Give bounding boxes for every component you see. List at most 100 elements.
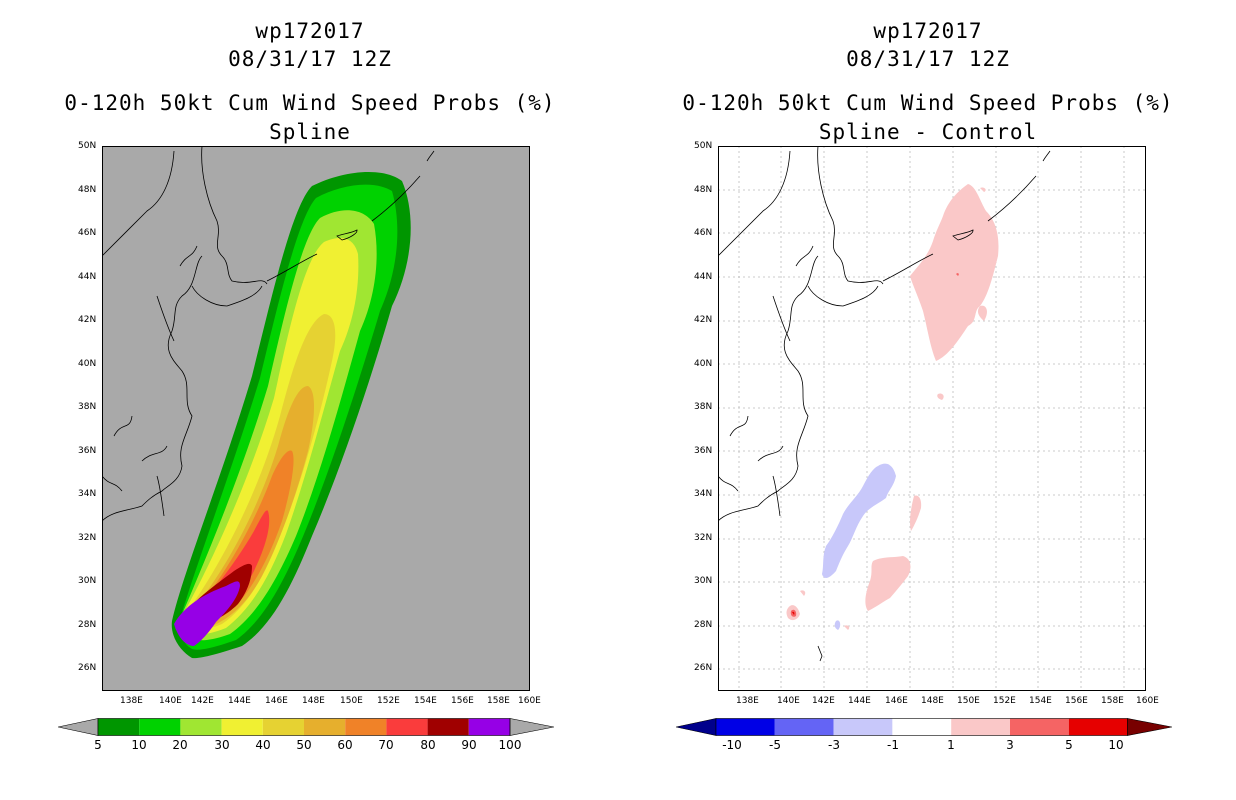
colorbar-swatch bbox=[468, 718, 510, 736]
prob-band-90 bbox=[174, 581, 240, 646]
left-subtitle: Spline bbox=[269, 120, 351, 144]
negative-diff-main bbox=[822, 463, 896, 578]
colorbar-swatch bbox=[139, 718, 181, 736]
left-lon-label: 140E bbox=[159, 696, 182, 706]
negative-diff-dot bbox=[834, 620, 841, 630]
colorbar-swatch bbox=[345, 718, 387, 736]
colorbar-label: 100 bbox=[498, 738, 522, 752]
positive-diff-south bbox=[865, 556, 911, 611]
colorbar-label: 5 bbox=[1065, 738, 1073, 752]
colorbar-high-arrow bbox=[509, 718, 554, 736]
left-lat-label: 32N bbox=[78, 533, 97, 543]
left-lat-label: 48N bbox=[78, 185, 97, 195]
left-lat-label: 40N bbox=[78, 359, 97, 369]
left-lon-label: 144E bbox=[228, 696, 251, 706]
colorbar-swatch bbox=[951, 718, 1010, 736]
right-lon-label: 152E bbox=[993, 696, 1016, 706]
colorbar-label: 80 bbox=[420, 738, 436, 752]
colorbar-label: 60 bbox=[337, 738, 353, 752]
right-difference-map bbox=[718, 146, 1146, 691]
right-lat-label: 34N bbox=[694, 489, 713, 499]
colorbar-label: 3 bbox=[1006, 738, 1014, 752]
positive-diff-dot bbox=[844, 625, 850, 630]
right-storm-id: wp172017 bbox=[873, 19, 983, 43]
left-lat-label: 44N bbox=[78, 272, 97, 282]
right-lon-label: 140E bbox=[777, 696, 800, 706]
colorbar-swatch bbox=[892, 718, 952, 736]
left-lon-label: 148E bbox=[302, 696, 325, 706]
coastlines bbox=[102, 146, 435, 522]
prob-band-50 bbox=[178, 386, 314, 630]
right-lat-label: 46N bbox=[694, 228, 713, 238]
left-lon-label: 138E bbox=[120, 696, 143, 706]
left-lat-label: 36N bbox=[78, 446, 97, 456]
positive-diff-patch bbox=[977, 305, 987, 321]
left-lon-label: 150E bbox=[340, 696, 363, 706]
colorbar-swatch bbox=[386, 718, 428, 736]
colorbar-swatch bbox=[1010, 718, 1069, 736]
right-product-title: 0-120h 50kt Cum Wind Speed Probs (%) bbox=[682, 91, 1174, 115]
left-lon-label: 146E bbox=[265, 696, 288, 706]
left-lon-label: 154E bbox=[414, 696, 437, 706]
right-lon-label: 150E bbox=[957, 696, 980, 706]
left-lat-label: 42N bbox=[78, 315, 97, 325]
coastlines bbox=[718, 146, 1051, 662]
colorbar-swatch bbox=[427, 718, 469, 736]
left-lon-label: 158E bbox=[487, 696, 510, 706]
positive-diff-dot bbox=[956, 273, 959, 276]
colorbar-swatch bbox=[221, 718, 263, 736]
right-lat-label: 32N bbox=[694, 533, 713, 543]
right-lon-label: 146E bbox=[885, 696, 908, 706]
left-storm-id: wp172017 bbox=[255, 19, 365, 43]
colorbar-swatch bbox=[304, 718, 346, 736]
colorbar-swatch bbox=[180, 718, 222, 736]
right-lon-label: 142E bbox=[812, 696, 835, 706]
left-datetime: 08/31/17 12Z bbox=[228, 47, 392, 71]
right-lat-label: 36N bbox=[694, 446, 713, 456]
positive-diff-dot bbox=[800, 590, 806, 596]
colorbar-label: 5 bbox=[94, 738, 102, 752]
colorbar-swatch bbox=[774, 718, 834, 736]
colorbar-label: 70 bbox=[378, 738, 394, 752]
colorbar-label: 10 bbox=[131, 738, 147, 752]
right-lat-label: 30N bbox=[694, 576, 713, 586]
right-lat-label: 38N bbox=[694, 402, 713, 412]
colorbar-label: 40 bbox=[255, 738, 271, 752]
positive-diff-peak bbox=[792, 611, 795, 615]
colorbar-label: 1 bbox=[947, 738, 955, 752]
right-subtitle: Spline - Control bbox=[818, 120, 1038, 144]
left-lon-label: 160E bbox=[518, 696, 541, 706]
right-lon-label: 156E bbox=[1065, 696, 1088, 706]
colorbar-low-arrow bbox=[58, 718, 99, 736]
right-lon-label: 160E bbox=[1136, 696, 1159, 706]
right-colorbar bbox=[676, 718, 1172, 736]
left-lat-label: 28N bbox=[78, 620, 97, 630]
left-lat-label: 30N bbox=[78, 576, 97, 586]
right-datetime: 08/31/17 12Z bbox=[846, 47, 1010, 71]
colorbar-swatch bbox=[1068, 718, 1128, 736]
left-lon-label: 152E bbox=[377, 696, 400, 706]
left-lon-label: 156E bbox=[451, 696, 474, 706]
right-lon-label: 154E bbox=[1029, 696, 1052, 706]
left-lat-label: 38N bbox=[78, 402, 97, 412]
colorbar-label: -3 bbox=[828, 738, 840, 752]
left-colorbar bbox=[58, 718, 554, 736]
left-product-title: 0-120h 50kt Cum Wind Speed Probs (%) bbox=[64, 91, 556, 115]
right-lon-label: 158E bbox=[1101, 696, 1124, 706]
colorbar-label: -5 bbox=[769, 738, 781, 752]
positive-diff-dot bbox=[937, 393, 944, 400]
right-map-background bbox=[718, 146, 1146, 691]
colorbar-low-arrow bbox=[676, 718, 717, 736]
left-probability-map bbox=[102, 146, 530, 691]
right-lat-label: 40N bbox=[694, 359, 713, 369]
prob-band-60 bbox=[180, 450, 294, 628]
right-lat-label: 44N bbox=[694, 272, 713, 282]
colorbar-swatch bbox=[833, 718, 893, 736]
positive-diff-dot bbox=[980, 187, 986, 192]
right-lon-label: 148E bbox=[921, 696, 944, 706]
probability-swath bbox=[171, 171, 411, 659]
colorbar-swatch bbox=[262, 718, 304, 736]
positive-diff-strip bbox=[910, 495, 922, 531]
left-lat-label: 34N bbox=[78, 489, 97, 499]
right-lat-label: 48N bbox=[694, 185, 713, 195]
